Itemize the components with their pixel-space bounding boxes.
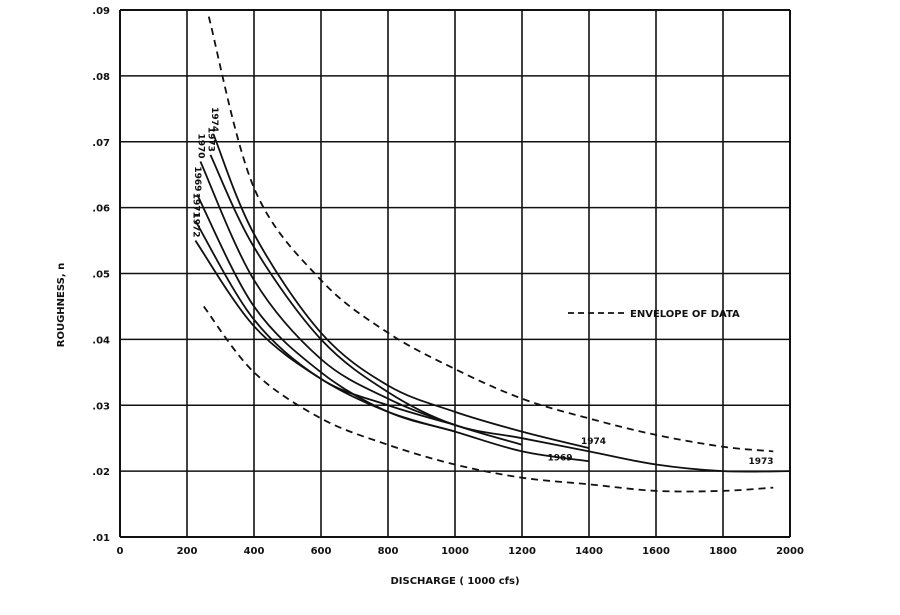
legend: ENVELOPE OF DATA xyxy=(568,309,740,320)
x-tick-label: 1800 xyxy=(709,546,737,557)
series-1974 xyxy=(212,134,590,449)
x-tick-label: 1600 xyxy=(642,546,670,557)
y-tick-label: .03 xyxy=(92,401,110,412)
x-tick-label: 800 xyxy=(378,546,399,557)
series-envelope-upper xyxy=(207,16,774,453)
x-tick-label: 0 xyxy=(117,546,124,557)
curves xyxy=(194,16,791,493)
y-tick-label: .05 xyxy=(92,270,110,281)
series-label: 1973 xyxy=(205,127,215,152)
legend-label: ENVELOPE OF DATA xyxy=(630,309,740,320)
x-tick-label: 600 xyxy=(311,546,332,557)
annotation-label: 1974 xyxy=(581,437,606,447)
annotation-label: 1969 xyxy=(548,454,573,464)
y-tick-label: .02 xyxy=(92,467,110,478)
series-label: 1969 xyxy=(192,166,202,191)
x-tick-label: 1200 xyxy=(508,546,536,557)
series-label: 1970 xyxy=(195,133,205,158)
x-tick-label: 1000 xyxy=(441,546,469,557)
tick-labels: 0 200 400 600 800 1000 1200 1400 1600 1800 2000 .01… xyxy=(92,6,804,557)
series-label: 1974 xyxy=(209,107,219,132)
x-tick-label: 400 xyxy=(244,546,265,557)
grid xyxy=(119,9,791,538)
series-1972 xyxy=(194,240,456,433)
y-tick-label: .07 xyxy=(92,138,110,149)
annotation-label: 1973 xyxy=(749,457,774,467)
x-axis-label: DISCHARGE ( 1000 cfs) xyxy=(390,576,519,587)
x-tick-label: 2000 xyxy=(776,546,804,557)
y-axis-label: ROUGHNESS, n xyxy=(56,263,67,347)
y-tick-label: .09 xyxy=(92,6,110,17)
series-label: 1971 xyxy=(190,193,200,218)
series-1971 xyxy=(194,220,456,426)
series-label: 1972 xyxy=(190,213,200,238)
series-envelope-lower xyxy=(203,305,774,493)
y-tick-label: .06 xyxy=(92,204,110,215)
y-tick-label: .04 xyxy=(92,335,110,346)
series-1970 xyxy=(199,161,523,446)
x-tick-label: 1400 xyxy=(575,546,603,557)
y-tick-label: .08 xyxy=(92,72,110,83)
y-tick-label: .01 xyxy=(92,533,110,544)
x-tick-label: 200 xyxy=(177,546,198,557)
